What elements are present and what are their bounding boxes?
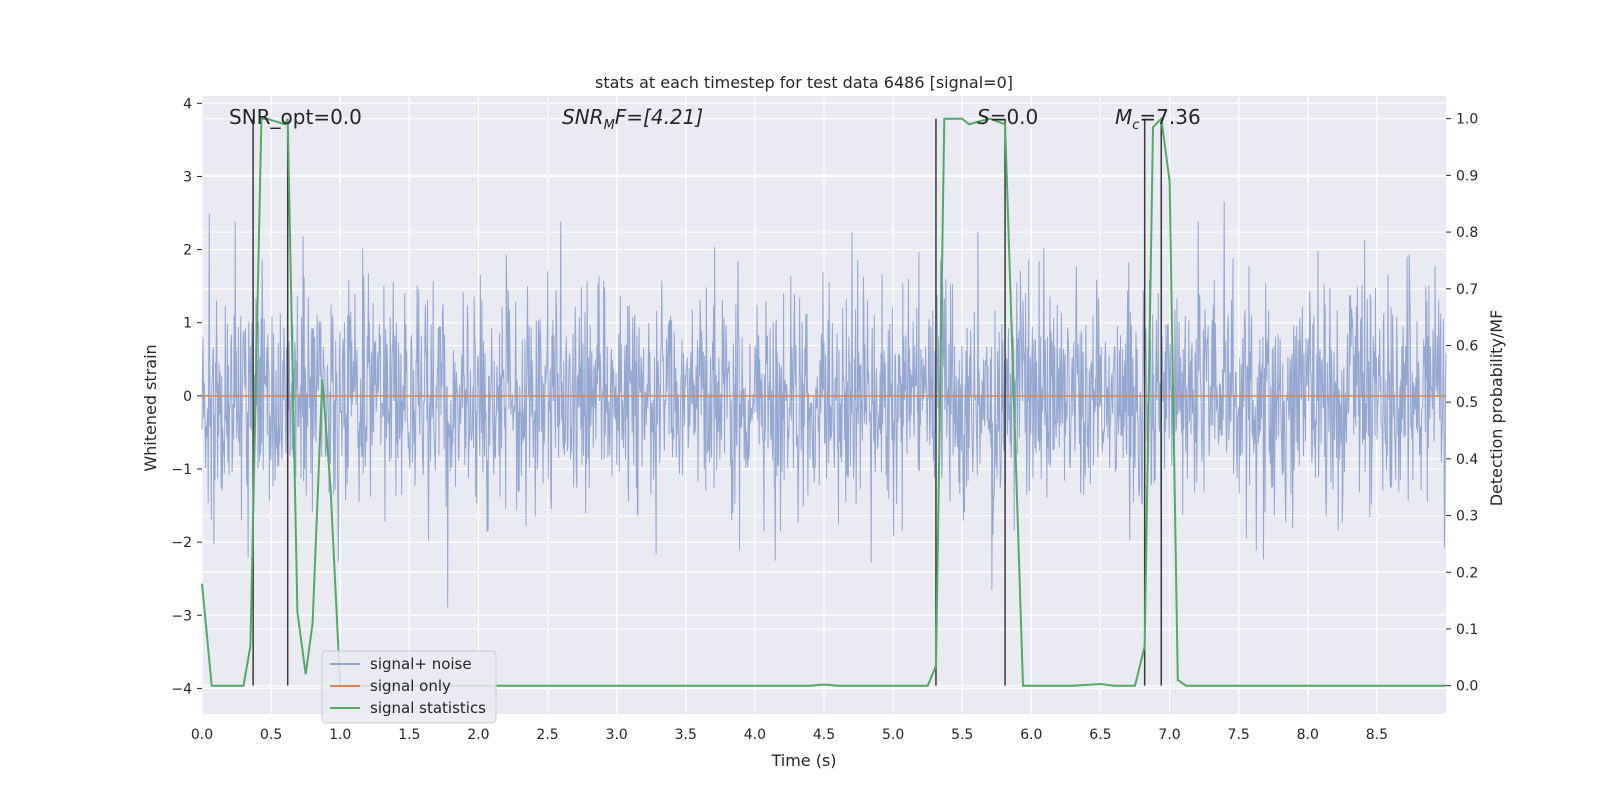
x-tick-label: 6.0 [1020, 727, 1042, 743]
y-right-tick-label: 0.9 [1456, 168, 1478, 184]
x-tick-label: 4.5 [813, 727, 835, 743]
y-left-tick-label: 4 [183, 96, 192, 112]
legend-label-signal: signal only [370, 677, 451, 695]
y-right-tick-label: 0.2 [1456, 565, 1478, 581]
x-tick-label: 3.5 [675, 727, 697, 743]
annotation-snr-opt: SNR_opt=0.0 [229, 105, 362, 129]
y-right-tick-label: 0.6 [1456, 338, 1478, 354]
y-right-tick-label: 0.3 [1456, 509, 1478, 525]
chart-title: stats at each timestep for test data 648… [595, 73, 1013, 92]
y-axis-label-right: Detection probability/MF [1487, 310, 1506, 507]
y-left-tick-label: −4 [171, 681, 192, 697]
x-tick-label: 3.0 [606, 727, 628, 743]
x-tick-label: 7.5 [1228, 727, 1250, 743]
y-left-tick-label: 3 [183, 169, 192, 185]
noise-line [201, 201, 1447, 608]
x-tick-label: 0.0 [191, 727, 213, 743]
y-left-tick-label: 0 [183, 389, 192, 405]
annotation-mc: Mc=7.36 [1115, 105, 1201, 133]
y-left-tick-label: 1 [183, 316, 192, 332]
y-right-tick-label: 0.1 [1456, 622, 1478, 638]
annotation-s: S=0.0 [977, 105, 1038, 129]
stats-line [201, 116, 1446, 687]
axes: 0.0 0.5 1.0 1.5 2.0 2.5 3.0 3.5 4.0 4.5 5.0 5.5 6.0 6… [171, 96, 1478, 743]
y-right-tick-label: 0.7 [1456, 282, 1478, 298]
annotation-snr-mf: SNRMF=[4.21] [562, 105, 703, 133]
annotation-snr-mf-value: F=[4.21] [615, 105, 703, 129]
x-tick-label: 2.5 [536, 727, 558, 743]
annotation-mc-subscript: c [1132, 118, 1139, 133]
y-right-tick-label: 0.4 [1456, 452, 1478, 468]
y-left-tick-label: 2 [183, 243, 192, 259]
x-tick-label: 6.5 [1089, 727, 1111, 743]
legend-label-noise: signal+ noise [370, 655, 472, 673]
y-right-tick-label: 0.0 [1456, 679, 1478, 695]
stats-series [201, 116, 1446, 687]
x-tick-label: 2.0 [467, 727, 489, 743]
x-tick-label: 5.0 [882, 727, 904, 743]
y-right-tick-label: 1.0 [1456, 112, 1478, 128]
annotation-snr-mf-symbol: SNR [562, 105, 604, 129]
legend-box [321, 650, 497, 724]
x-tick-label: 1.5 [398, 727, 420, 743]
x-tick-label: 8.0 [1297, 727, 1319, 743]
annotation-mc-value: =7.36 [1139, 105, 1200, 129]
x-tick-label: 5.5 [951, 727, 973, 743]
y-right-tick-label: 0.8 [1456, 225, 1478, 241]
x-tick-label: 7.0 [1158, 727, 1180, 743]
annotation-s-symbol: S [977, 105, 990, 129]
legend-label-stats: signal statistics [370, 699, 486, 717]
y-right-tick-label: 0.5 [1456, 395, 1478, 411]
y-axis-label-left: Whitened strain [141, 344, 160, 471]
y-left-tick-label: −3 [171, 608, 192, 624]
x-tick-label: 1.0 [329, 727, 351, 743]
legend: signal+ noise signal only signal statist… [321, 650, 497, 724]
annotation-s-value: =0.0 [990, 105, 1039, 129]
x-tick-label: 0.5 [260, 727, 282, 743]
noise-series [201, 201, 1447, 608]
annotation-snr-mf-subscript: M [604, 118, 615, 133]
x-tick-label: 4.0 [744, 727, 766, 743]
y-left-tick-label: −1 [171, 462, 192, 478]
x-tick-label: 8.5 [1366, 727, 1388, 743]
annotation-mc-symbol: M [1115, 105, 1132, 129]
y-left-tick-label: −2 [171, 535, 192, 551]
x-axis-label: Time (s) [770, 751, 836, 770]
